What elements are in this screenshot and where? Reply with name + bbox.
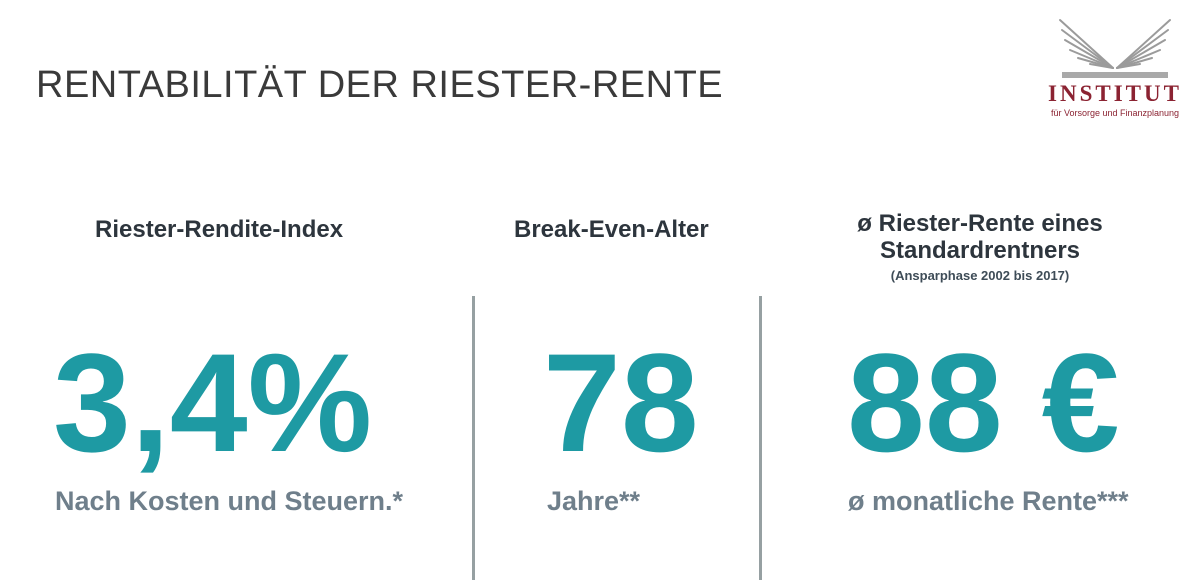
column-divider-right <box>759 296 762 580</box>
stat-header-break-even: Break-Even-Alter <box>514 216 709 243</box>
stat-value-break-even: 78 <box>543 324 699 481</box>
stat-header-riester-rente: ø Riester-Rente eines Standardrentners (… <box>760 210 1200 284</box>
stat-header-rendite-index: Riester-Rendite-Index <box>95 216 344 243</box>
page-title: RENTABILITÄT DER RIESTER-RENTE <box>36 64 724 106</box>
stat-header-note: (Ansparphase 2002 bis 2017) <box>890 268 1070 283</box>
institut-logo: INSTITUT für Vorsorge und Finanzplanung <box>1040 12 1190 118</box>
column-divider-left <box>472 296 475 580</box>
stat-header-line2: Standardrentners <box>879 237 1081 264</box>
stat-header-line1: ø Riester-Rente eines <box>857 210 1103 237</box>
open-book-icon <box>1059 19 1171 78</box>
stat-value-riester-rente: 88 € <box>847 324 1120 481</box>
stat-value-rendite-index: 3,4% <box>53 324 373 481</box>
stat-sublabel-riester-rente: ø monatliche Rente*** <box>848 486 1129 516</box>
stat-sublabel-break-even: Jahre** <box>547 486 641 516</box>
logo-tagline: für Vorsorge und Finanzplanung <box>1050 108 1180 118</box>
logo-wordmark: INSTITUT <box>1048 81 1182 106</box>
stat-sublabel-rendite-index: Nach Kosten und Steuern.* <box>55 486 404 516</box>
